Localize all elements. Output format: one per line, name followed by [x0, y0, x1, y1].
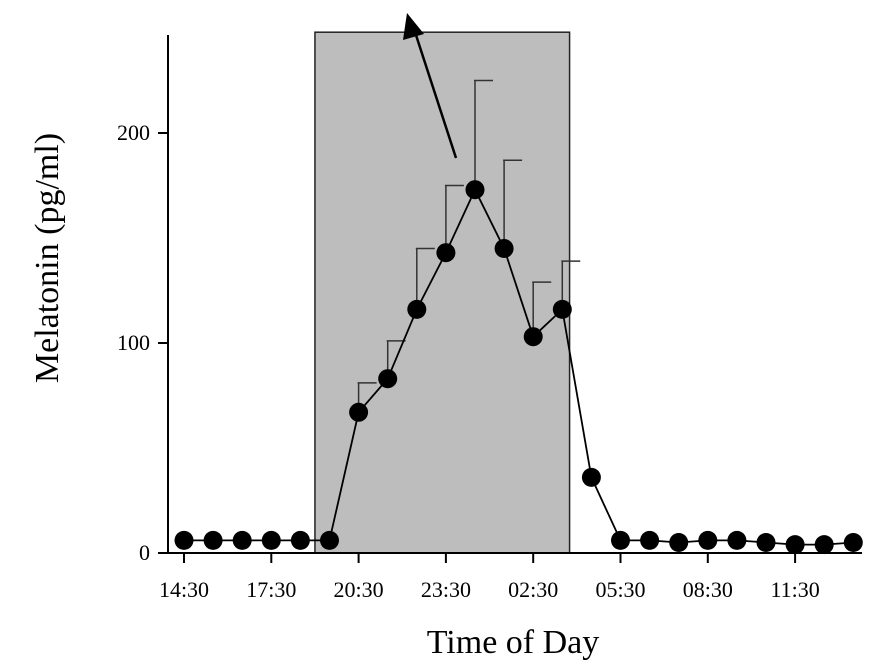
- data-point: [640, 530, 660, 550]
- annotation-arrow-shaft: [413, 31, 458, 159]
- data-point: [232, 530, 252, 550]
- annotation-arrowhead: [403, 13, 424, 40]
- x-axis-title: Time of Day: [427, 624, 600, 661]
- x-tick-label: 23:30: [421, 577, 471, 602]
- data-point: [320, 530, 339, 550]
- x-tick-label: 17:30: [246, 577, 296, 602]
- data-point: [378, 369, 398, 389]
- data-point: [581, 467, 601, 487]
- x-tick-label: 14:30: [159, 577, 209, 602]
- data-point: [407, 299, 427, 319]
- data-point: [523, 327, 543, 347]
- y-tick-label: 100: [117, 330, 150, 355]
- data-point: [261, 530, 281, 550]
- data-point: [349, 402, 369, 422]
- data-point: [465, 180, 485, 200]
- x-tick-label: 08:30: [683, 577, 733, 602]
- data-point: [203, 530, 223, 550]
- data-point: [669, 533, 689, 552]
- x-tick-label: 20:30: [334, 577, 384, 602]
- data-point: [727, 530, 747, 550]
- data-point: [552, 299, 572, 319]
- y-tick-label: 200: [117, 120, 150, 145]
- data-point: [698, 530, 718, 550]
- data-point: [843, 533, 863, 552]
- data-point: [494, 239, 514, 258]
- data-point: [814, 535, 834, 555]
- data-point: [290, 530, 310, 550]
- data-point: [436, 243, 456, 263]
- data-point: [756, 533, 776, 552]
- data-point: [785, 535, 805, 555]
- x-tick-label: 02:30: [508, 577, 558, 602]
- y-tick-label: 0: [139, 540, 150, 565]
- x-tick-label: 11:30: [770, 577, 819, 602]
- dark-period-band: [314, 31, 571, 554]
- data-point: [174, 530, 194, 550]
- x-tick-label: 05:30: [595, 577, 645, 602]
- y-axis-title: Melatonin (pg/ml): [29, 133, 66, 383]
- data-point: [611, 530, 630, 550]
